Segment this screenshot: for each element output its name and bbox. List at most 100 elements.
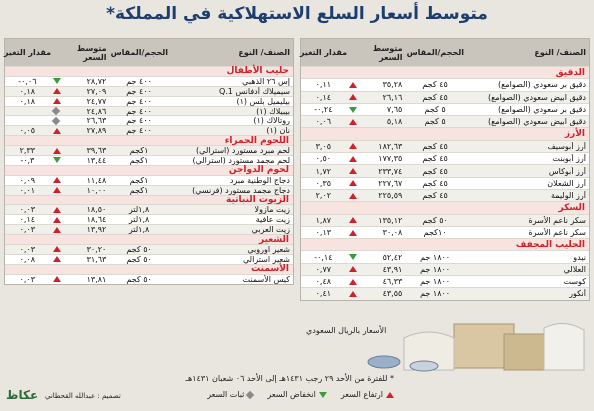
price: ١٨,٦٤ (86, 215, 107, 225)
price: ١٣٥,١٢ (378, 215, 403, 225)
legend-item: انخفاض السعر (267, 390, 327, 399)
price-cell: ٢٤,٨٦ (50, 107, 110, 116)
price-cell: ٣٩,٦٣ (50, 146, 110, 155)
price: ٢٤,٧٧ (86, 96, 107, 106)
trend-icon (348, 168, 357, 175)
period-note: * للفترة من الأحد ٢٩ رجب ١٤٣١هـ إلى الأح… (185, 374, 394, 383)
price: ٢٧,٠٩ (86, 86, 107, 96)
change-cell: ٠,٥٠ (301, 154, 346, 163)
section-header: اللحوم الحمراء (5, 135, 293, 146)
price-cell: ١٣,٩٢ (50, 225, 110, 234)
change-cell: ١,٨٧ (301, 216, 346, 225)
item: أرز أبوسيف (547, 141, 586, 151)
item: أرز الشعلان (547, 178, 586, 188)
price: ٢٦,٦٣ (86, 116, 107, 126)
header-row: الصنف/ النوع الحجم/المقاس متوسط السعر مقدار… (300, 39, 589, 66)
trend-icon (348, 266, 357, 273)
change: ٠,٣٥ (315, 178, 332, 188)
change: ٠,٠٥ (19, 126, 36, 136)
size: ١٨٠٠ جم (420, 277, 451, 287)
item: شعير استرالي (242, 254, 290, 264)
section-header: الأسمنت (5, 263, 293, 274)
table-row: أرز أبوكاس ٤٥ كجم ٢٣٣,٧٤ ١,٧٢ (301, 164, 589, 177)
trend-icon (52, 246, 61, 253)
table-row: دقيق بر سعودي (الصوامع) ٥ كجم ٧,٦٥ ٠,٢٤- (301, 102, 589, 115)
price: ١١,٤٨ (86, 175, 107, 185)
table-row: كيس الأسمنت ٥٠ كجم ١٣,٨١ ٠,٠٣ (5, 273, 293, 284)
change-cell: ٠,١٨ (5, 97, 50, 106)
trend-icon (52, 187, 61, 194)
size: ١,٨لتر (128, 225, 150, 235)
change: ٠,٤١ (315, 289, 332, 299)
change-cell: ٠,٠٩ (5, 176, 50, 185)
table-row: زيت العربي ١,٨لتر ١٣,٩٢ ٠,٠٣ (5, 224, 293, 234)
price-cell: ١٧٧,٣٥ (346, 154, 406, 163)
trend-icon (348, 217, 357, 224)
price: ٢٧,٨٩ (86, 126, 107, 136)
change-cell: ١,٧٢ (301, 167, 346, 176)
trend-icon (52, 78, 61, 85)
trend-icon (348, 180, 357, 187)
item: أرز الوليمة (550, 191, 586, 201)
table-row: لحم مجمد مستورد (استرالي) ١كجم ١٣,٤٤ ٠,٣- (5, 155, 293, 165)
column-header: الصنف/ النوع (534, 48, 586, 57)
price: ١٨٢,٦٣ (378, 141, 403, 151)
table-row: دجاج الوطنية مبرد ١كجم ١١,٤٨ ٠,٠٩ (5, 174, 293, 185)
trend-icon (348, 254, 357, 261)
size: ٤٠٠ جم (126, 126, 152, 136)
table-row: شعير استرالي ٥٠ كجم ٣١,٦٣ ٠,٠٨ (5, 253, 293, 264)
legend-label: انخفاض السعر (267, 390, 316, 399)
trend-icon (52, 256, 61, 263)
size: ٤٥ كجم (422, 178, 448, 188)
trend-icon (348, 290, 357, 297)
price-cell: ٧,٦٥ (346, 105, 406, 114)
item: روتالاك (١) (253, 116, 290, 126)
item: دجاج الوطنية مبرد (229, 175, 290, 185)
item: زيت عافية (255, 215, 290, 225)
column-header: متوسط السعر (372, 43, 403, 62)
trend-icon (52, 88, 61, 95)
price-cell: ٣١,٦٣ (50, 255, 110, 264)
price-cell: ٥,١٨ (346, 117, 406, 126)
trend-icon (348, 94, 357, 101)
price: ٢٢٧,٦٧ (378, 178, 403, 188)
price: ٢٣٣,٧٤ (378, 166, 403, 176)
section-header: حليب الأطفال (5, 66, 293, 76)
change-cell: ٠,٠٥ (5, 126, 50, 135)
item: لحم مبرد مستورد (استرالي) (196, 146, 290, 156)
item: لحم مجمد مستورد (استرالي) (192, 155, 290, 165)
change: ٠,٠٩ (19, 175, 36, 185)
price-cell: ١٨,٥٠ (50, 205, 110, 214)
legend-item: ارتفاع السعر (341, 390, 394, 399)
change-cell: ٠,٣٥ (301, 179, 346, 188)
price: ٢٤,٨٦ (86, 106, 107, 116)
price-cell: ٤٣,٩١ (346, 265, 406, 274)
price-cell: ٣٠,٠٨ (346, 228, 406, 237)
change: ٠,٧٧ (315, 264, 332, 274)
size: ٥ كجم (424, 117, 446, 127)
price-cell: ٢٧,٨٩ (50, 126, 110, 135)
price: ١٨,٥٠ (86, 205, 107, 215)
trend-icon (318, 391, 327, 398)
table-row: دقيق ابيض سعودي (الصوامع) ٥ كجم ٥,١٨ ٠,٠٦ (301, 115, 589, 128)
change: ٢,٣٣ (19, 146, 36, 156)
trend-icon (52, 206, 61, 213)
trend-icon (52, 157, 61, 164)
trend-icon (246, 390, 255, 399)
price: ٤٣,٥٥ (382, 289, 403, 299)
section-header: الدقيق (301, 66, 589, 79)
price: ٢٢٥,٥٩ (378, 191, 403, 201)
price-cell: ٢٨,٧٢ (50, 77, 110, 86)
price: ١٣,٩٢ (86, 225, 107, 235)
trend-icon (52, 177, 61, 184)
size: ١كجم (129, 155, 149, 165)
trend-icon (348, 155, 357, 162)
item: أرز أبوبنت (552, 154, 586, 164)
trend-icon (52, 226, 61, 233)
change: ٠,٠٦ (315, 117, 332, 127)
item: دقيق ابيض سعودي (الصوامع) (487, 117, 586, 127)
change: ٠,٠٦- (18, 76, 37, 86)
item: أنكور (569, 289, 586, 299)
credit: تصميم : عبدالله القحطاني (45, 392, 121, 400)
price: ٢٦,١٦ (382, 92, 403, 102)
